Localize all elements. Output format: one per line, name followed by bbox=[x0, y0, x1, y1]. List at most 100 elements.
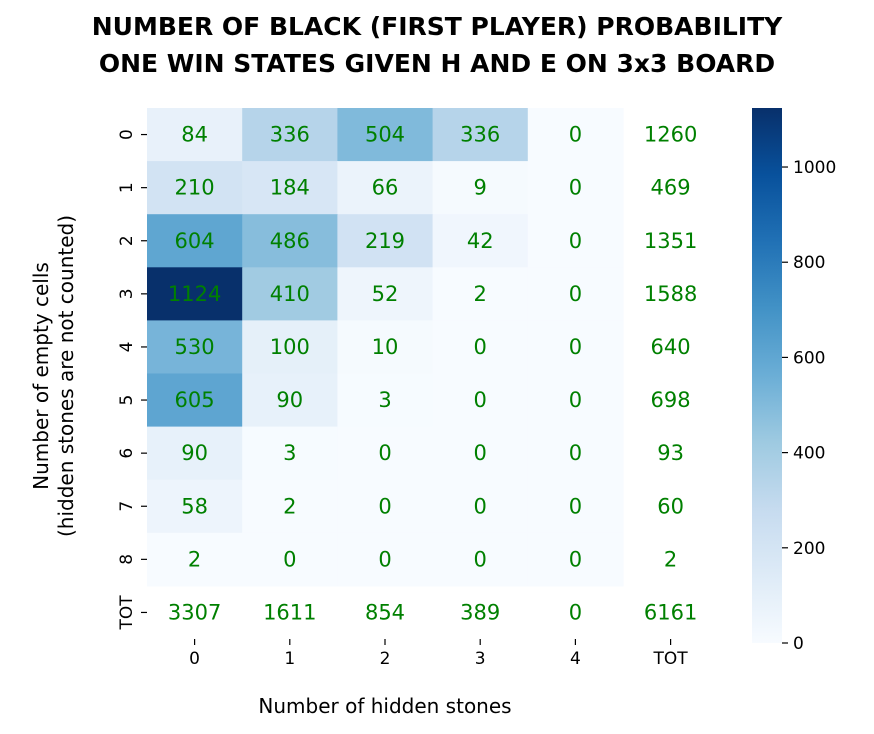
heatmap-cell bbox=[337, 267, 434, 321]
cell-value-label: 1588 bbox=[644, 282, 697, 306]
cell-value-label: 0 bbox=[378, 547, 391, 571]
x-tick-label: 0 bbox=[189, 649, 200, 669]
cell-value-label: 640 bbox=[651, 335, 691, 359]
x-tick-label: 4 bbox=[570, 649, 581, 669]
heatmap-cell bbox=[337, 108, 434, 162]
heatmap-cell bbox=[147, 426, 243, 481]
heatmap-cell bbox=[147, 479, 243, 534]
heatmap-cell bbox=[337, 320, 434, 375]
y-tick-label: 2 bbox=[117, 235, 137, 246]
cell-value-label: 0 bbox=[569, 229, 582, 253]
cell-value-label: 0 bbox=[569, 547, 582, 571]
y-tick-label: 6 bbox=[117, 448, 137, 459]
heatmap-cell bbox=[242, 214, 338, 268]
cell-value-label: 0 bbox=[378, 441, 391, 465]
cell-value-label: 84 bbox=[181, 123, 208, 147]
heatmap-cell bbox=[242, 373, 338, 428]
cell-value-label: 210 bbox=[175, 176, 215, 200]
cell-value-label: 1124 bbox=[168, 282, 221, 306]
y-axis-label-line-1: Number of empty cells bbox=[29, 262, 53, 490]
cell-value-label: 698 bbox=[651, 388, 691, 412]
heatmap-cell bbox=[432, 479, 529, 534]
cell-value-label: 530 bbox=[175, 335, 215, 359]
cell-value-label: 0 bbox=[474, 441, 487, 465]
cell-value-label: 0 bbox=[474, 494, 487, 518]
heatmap-cell bbox=[337, 532, 434, 587]
x-tick-label: TOT bbox=[653, 649, 689, 669]
heatmap-cell bbox=[337, 214, 434, 268]
cell-value-label: 389 bbox=[460, 600, 500, 624]
cell-value-label: 504 bbox=[365, 123, 405, 147]
cell-value-label: 0 bbox=[283, 547, 296, 571]
colorbar: 0 200 400 600 800 1000 bbox=[752, 108, 836, 654]
cell-value-label: 100 bbox=[270, 335, 310, 359]
cell-value-label: 0 bbox=[569, 600, 582, 624]
heatmap-cell bbox=[432, 267, 529, 321]
x-tick-label: 1 bbox=[284, 649, 295, 669]
cell-value-label: 2 bbox=[283, 494, 296, 518]
x-tick-label: 3 bbox=[475, 649, 486, 669]
chart-title-line-2: ONE WIN STATES GIVEN H AND E ON 3x3 BOAR… bbox=[98, 49, 776, 78]
colorbar-tick-label: 200 bbox=[793, 539, 825, 559]
cell-value-label: 3307 bbox=[168, 600, 221, 624]
cell-value-label: 0 bbox=[569, 441, 582, 465]
heatmap-cell bbox=[432, 108, 529, 162]
cell-value-label: 184 bbox=[270, 176, 310, 200]
cell-value-label: 1611 bbox=[263, 600, 316, 624]
heatmap-cell bbox=[337, 373, 434, 428]
y-tick-label: 0 bbox=[117, 129, 137, 140]
heatmap-cell bbox=[242, 532, 338, 587]
cell-value-label: 469 bbox=[651, 176, 691, 200]
heatmap-cell bbox=[432, 214, 529, 268]
heatmap-cell bbox=[147, 161, 243, 215]
cell-value-label: 2 bbox=[664, 547, 677, 571]
colorbar-tick-label: 600 bbox=[793, 348, 825, 368]
x-axis: 0 1 2 3 4 TOT bbox=[189, 639, 688, 669]
cell-value-label: 90 bbox=[276, 388, 303, 412]
y-axis: 0 1 2 3 4 5 6 7 8 TOT bbox=[117, 129, 147, 631]
colorbar-gradient bbox=[752, 108, 782, 643]
heatmap-cell bbox=[242, 479, 338, 534]
heatmap-cell bbox=[147, 214, 243, 268]
cell-value-label: 0 bbox=[474, 547, 487, 571]
cell-value-label: 2 bbox=[474, 282, 487, 306]
cell-value-label: 0 bbox=[378, 494, 391, 518]
cell-value-label: 1351 bbox=[644, 229, 697, 253]
colorbar-tick-label: 0 bbox=[793, 634, 804, 654]
cell-value-label: 0 bbox=[474, 335, 487, 359]
cell-value-label: 3 bbox=[378, 388, 391, 412]
heatmap-cell bbox=[242, 108, 338, 162]
heatmap-cell bbox=[337, 426, 434, 481]
heatmap-cell bbox=[147, 320, 243, 375]
cell-value-label: 2 bbox=[188, 547, 201, 571]
y-tick-label: TOT bbox=[117, 595, 137, 631]
y-axis-label-line-2: (hidden stones are not counted) bbox=[54, 215, 78, 537]
chart-title: NUMBER OF BLACK (FIRST PLAYER) PROBABILI… bbox=[0, 8, 874, 82]
cell-value-label: 66 bbox=[372, 176, 399, 200]
heatmap-cell bbox=[527, 161, 624, 215]
x-axis-label: Number of hidden stones bbox=[258, 694, 511, 718]
y-tick-label: 4 bbox=[117, 342, 137, 353]
cell-value-label: 219 bbox=[365, 229, 405, 253]
cell-value-label: 3 bbox=[283, 441, 296, 465]
chart-title-line-1: NUMBER OF BLACK (FIRST PLAYER) PROBABILI… bbox=[91, 12, 783, 41]
heatmap-cell bbox=[527, 479, 624, 534]
heatmap-cells bbox=[147, 108, 624, 587]
heatmap-cell bbox=[242, 320, 338, 375]
cell-value-label: 52 bbox=[372, 282, 399, 306]
y-tick-label: 8 bbox=[117, 554, 137, 565]
cell-value-label: 336 bbox=[460, 123, 500, 147]
cell-value-label: 410 bbox=[270, 282, 310, 306]
heatmap-cell bbox=[432, 161, 529, 215]
cell-value-label: 605 bbox=[175, 388, 215, 412]
cell-value-label: 60 bbox=[657, 494, 684, 518]
colorbar-tick-label: 800 bbox=[793, 253, 825, 273]
cell-value-label: 93 bbox=[657, 441, 684, 465]
cell-value-label: 486 bbox=[270, 229, 310, 253]
heatmap-cell bbox=[527, 426, 624, 481]
heatmap-cell bbox=[242, 267, 338, 321]
cell-value-label: 854 bbox=[365, 600, 405, 624]
heatmap-cell bbox=[527, 267, 624, 321]
